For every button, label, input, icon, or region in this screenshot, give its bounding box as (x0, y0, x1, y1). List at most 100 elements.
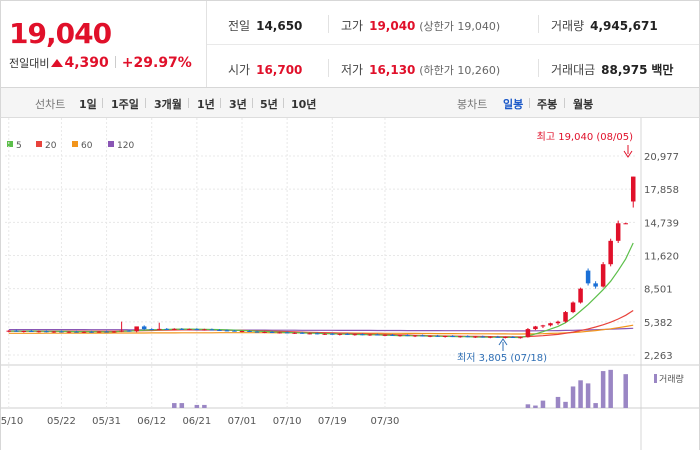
candle-body (59, 331, 64, 333)
candle-body (412, 335, 418, 337)
change-label: 전일대비 (9, 57, 50, 70)
volume-bar (194, 404, 200, 408)
stat-prev-close: 전일 14,650 (228, 19, 303, 33)
candle (488, 336, 493, 339)
candle-body (450, 335, 455, 337)
tab-3m[interactable]: 3개월 (154, 98, 182, 111)
tab-5y[interactable]: 5년 (260, 98, 278, 111)
candle-body (608, 240, 613, 265)
candle (247, 330, 252, 332)
candle (254, 330, 260, 333)
candle-body (254, 331, 260, 333)
divider (220, 98, 221, 108)
candle-body (307, 333, 312, 335)
candle (262, 331, 267, 334)
candle (570, 301, 576, 314)
candle-body (442, 335, 448, 337)
divider (114, 56, 116, 68)
chart-tabs: 선차트 1일 1주일 3개월 1년 3년 5년 10년 봉차트 일봉 주봉 월봉 (0, 88, 700, 118)
candle (44, 330, 49, 333)
candle (480, 335, 486, 338)
candle (337, 333, 343, 336)
candles (6, 176, 636, 339)
tab-daily[interactable]: 일봉 (503, 98, 524, 111)
volume-bar (600, 371, 606, 408)
candle-body (81, 331, 87, 333)
candle (14, 329, 19, 332)
candle-body (593, 283, 598, 287)
candle (314, 332, 320, 335)
candle (292, 332, 297, 334)
volume-legend-label: 거래량 (659, 373, 684, 385)
candle-body (360, 334, 365, 336)
stat-high: 고가 19,040 (상한가 19,040) (341, 19, 501, 33)
candle (555, 320, 561, 325)
candle (119, 321, 124, 333)
candle-body (420, 335, 425, 337)
volume-bar (570, 386, 576, 408)
candle (179, 328, 185, 330)
candle (81, 331, 87, 334)
volume-bar (540, 400, 546, 408)
candle (382, 334, 388, 337)
candle (495, 335, 501, 338)
stat-volume: 거래량 4,945,671 (551, 19, 658, 33)
stat-amount: 거래대금 88,975 백만 (551, 63, 674, 77)
candle-body (472, 336, 478, 338)
candle-body (21, 330, 27, 332)
x-tick-label: 07/10 (273, 416, 302, 427)
divider (538, 59, 539, 77)
candle-body (495, 336, 501, 338)
candle (224, 329, 230, 332)
tab-3y[interactable]: 3년 (229, 98, 247, 111)
candle-body (548, 323, 553, 326)
candle-body (134, 326, 139, 332)
volume-bar (563, 401, 568, 408)
volume-bar (608, 369, 613, 408)
candle-body (600, 264, 606, 287)
tab-monthly[interactable]: 월봉 (573, 98, 594, 111)
candle-body (382, 334, 388, 336)
candle (435, 334, 440, 337)
candle-body (126, 330, 132, 332)
stat-open: 시가 16,700 (228, 63, 303, 77)
candle-body (427, 335, 433, 337)
candle (360, 333, 365, 336)
tab-10y[interactable]: 10년 (291, 98, 317, 111)
volume-legend-swatch (654, 374, 657, 383)
ma5-line (8, 242, 634, 339)
candle (21, 330, 27, 333)
candle (284, 331, 290, 334)
candle-body (330, 333, 335, 335)
candle-body (488, 336, 493, 338)
candle-body (224, 330, 230, 332)
candle-body (525, 329, 531, 338)
volume-bar (555, 396, 561, 408)
candle (352, 333, 358, 336)
candle (36, 330, 42, 333)
candle (156, 322, 162, 331)
y-tick-label: 2,263 (644, 351, 673, 362)
candle (412, 335, 418, 338)
tab-1y[interactable]: 1년 (197, 98, 215, 111)
quote-header: 19,040 전일대비 4,390 +29.97% 전일 14,650 고가 19,04… (0, 0, 700, 88)
tab-1d[interactable]: 1일 (79, 98, 97, 111)
candle-body (615, 223, 621, 241)
ma120-line (8, 327, 634, 332)
candle-body (232, 330, 237, 332)
high-annotation: 최고 19,040 (08/05) (537, 131, 633, 143)
tab-weekly[interactable]: 주봉 (537, 98, 558, 111)
candle (405, 334, 410, 337)
ma-legend-label-5: 5 (16, 141, 22, 151)
volume-bar (525, 404, 531, 408)
candle-body (156, 328, 162, 330)
candle-body (6, 330, 12, 332)
candle (187, 328, 192, 331)
tab-1w[interactable]: 1주일 (111, 98, 139, 111)
change-row: 전일대비 4,390 +29.97% (9, 55, 192, 71)
volume-bar (623, 374, 628, 408)
candle (209, 328, 215, 331)
annotations: 최고 19,040 (08/05) 최저 3,805 (07/18) (457, 131, 633, 364)
candle (600, 262, 606, 288)
divider (283, 98, 284, 108)
